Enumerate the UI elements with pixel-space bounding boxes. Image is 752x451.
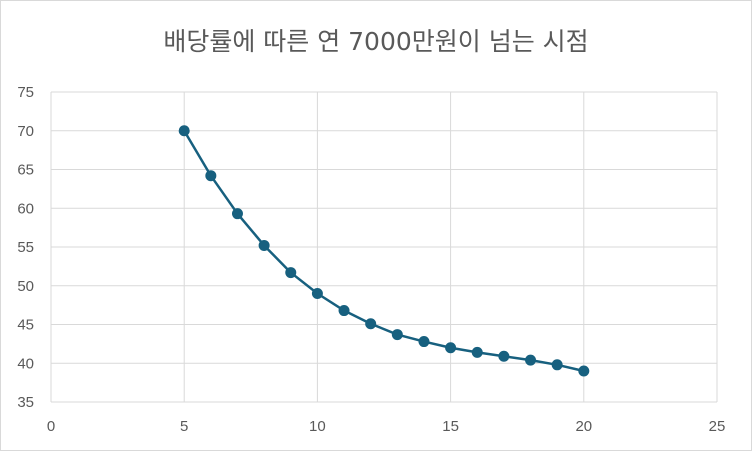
y-tick-label: 45 [17,317,34,334]
y-tick-label: 65 [17,162,34,179]
series [178,125,590,377]
x-tick-label: 20 [575,418,592,435]
data-point [338,305,350,317]
data-point [551,359,563,371]
x-tick-label: 0 [47,418,55,435]
x-tick-label: 10 [309,418,326,435]
data-point [578,365,590,377]
data-point [231,208,243,220]
x-tick-label: 25 [709,418,726,435]
tick-labels: 35 40 45 50 55 60 65 70 75 0 5 10 15 20 25 [17,84,725,435]
x-tick-label: 5 [180,418,188,435]
data-point [391,329,403,341]
data-point [365,318,377,330]
y-tick-label: 70 [17,123,34,140]
data-point [311,288,323,299]
data-point [258,239,270,251]
data-point [418,336,430,348]
gridlines [50,91,718,403]
x-tick-label: 15 [442,418,459,435]
data-point [525,354,537,366]
y-tick-label: 50 [17,278,34,295]
data-point [285,267,297,279]
y-tick-label: 40 [17,355,34,372]
y-tick-label: 55 [17,239,34,256]
y-tick-label: 35 [17,394,34,411]
data-point [205,170,217,182]
data-point [445,342,457,354]
data-point [471,346,483,358]
data-point [178,125,190,137]
series-line [183,130,585,373]
data-point [498,350,510,362]
chart-title: 배당률에 따른 연 7000만원이 넘는 시점 [163,27,589,56]
y-tick-label: 75 [17,84,34,101]
y-tick-label: 60 [17,200,34,217]
